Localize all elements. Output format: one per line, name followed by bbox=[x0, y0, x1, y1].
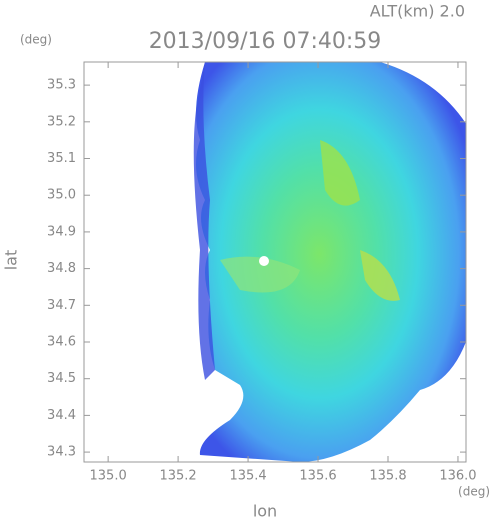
x-tick-label: 135.2 bbox=[159, 469, 196, 484]
y-tick-label: 35.2 bbox=[47, 114, 76, 129]
y-tick-label: 35.1 bbox=[47, 151, 76, 166]
y-tick-label: 34.6 bbox=[47, 335, 76, 350]
y-tick-label: 34.7 bbox=[47, 298, 76, 313]
radar-echo bbox=[320, 140, 360, 206]
chart-title: 2013/09/16 07:40:59 bbox=[149, 29, 382, 54]
y-tick-label: 34.5 bbox=[47, 371, 76, 386]
plot-frame bbox=[83, 61, 467, 463]
x-tick-label: 135.6 bbox=[299, 469, 336, 484]
radar-echo bbox=[220, 256, 300, 293]
y-tick-label: 34.3 bbox=[47, 445, 76, 460]
x-tick-label: 136.0 bbox=[439, 469, 476, 484]
radar-echo bbox=[193, 62, 215, 380]
x-tick-label: 135.0 bbox=[90, 469, 127, 484]
y-tick-label: 34.8 bbox=[47, 261, 76, 276]
radar-echo bbox=[360, 250, 400, 301]
y-tick-label: 35.3 bbox=[47, 78, 76, 93]
y-tick-label: 34.9 bbox=[47, 224, 76, 239]
radar-field bbox=[193, 62, 466, 462]
y-tick-label: 35.0 bbox=[47, 188, 76, 203]
radar-site bbox=[259, 256, 269, 266]
x-tick-label: 135.8 bbox=[369, 469, 406, 484]
y-unit: (deg) bbox=[20, 33, 52, 47]
radar-echo bbox=[196, 62, 466, 462]
y-tick-label: 34.4 bbox=[47, 408, 76, 423]
y-axis-label: lat bbox=[2, 250, 21, 271]
x-unit: (deg) bbox=[458, 485, 490, 499]
x-axis-label: lon bbox=[253, 502, 277, 521]
altitude-label: ALT(km) 2.0 bbox=[370, 2, 465, 21]
x-tick-label: 135.4 bbox=[229, 469, 266, 484]
